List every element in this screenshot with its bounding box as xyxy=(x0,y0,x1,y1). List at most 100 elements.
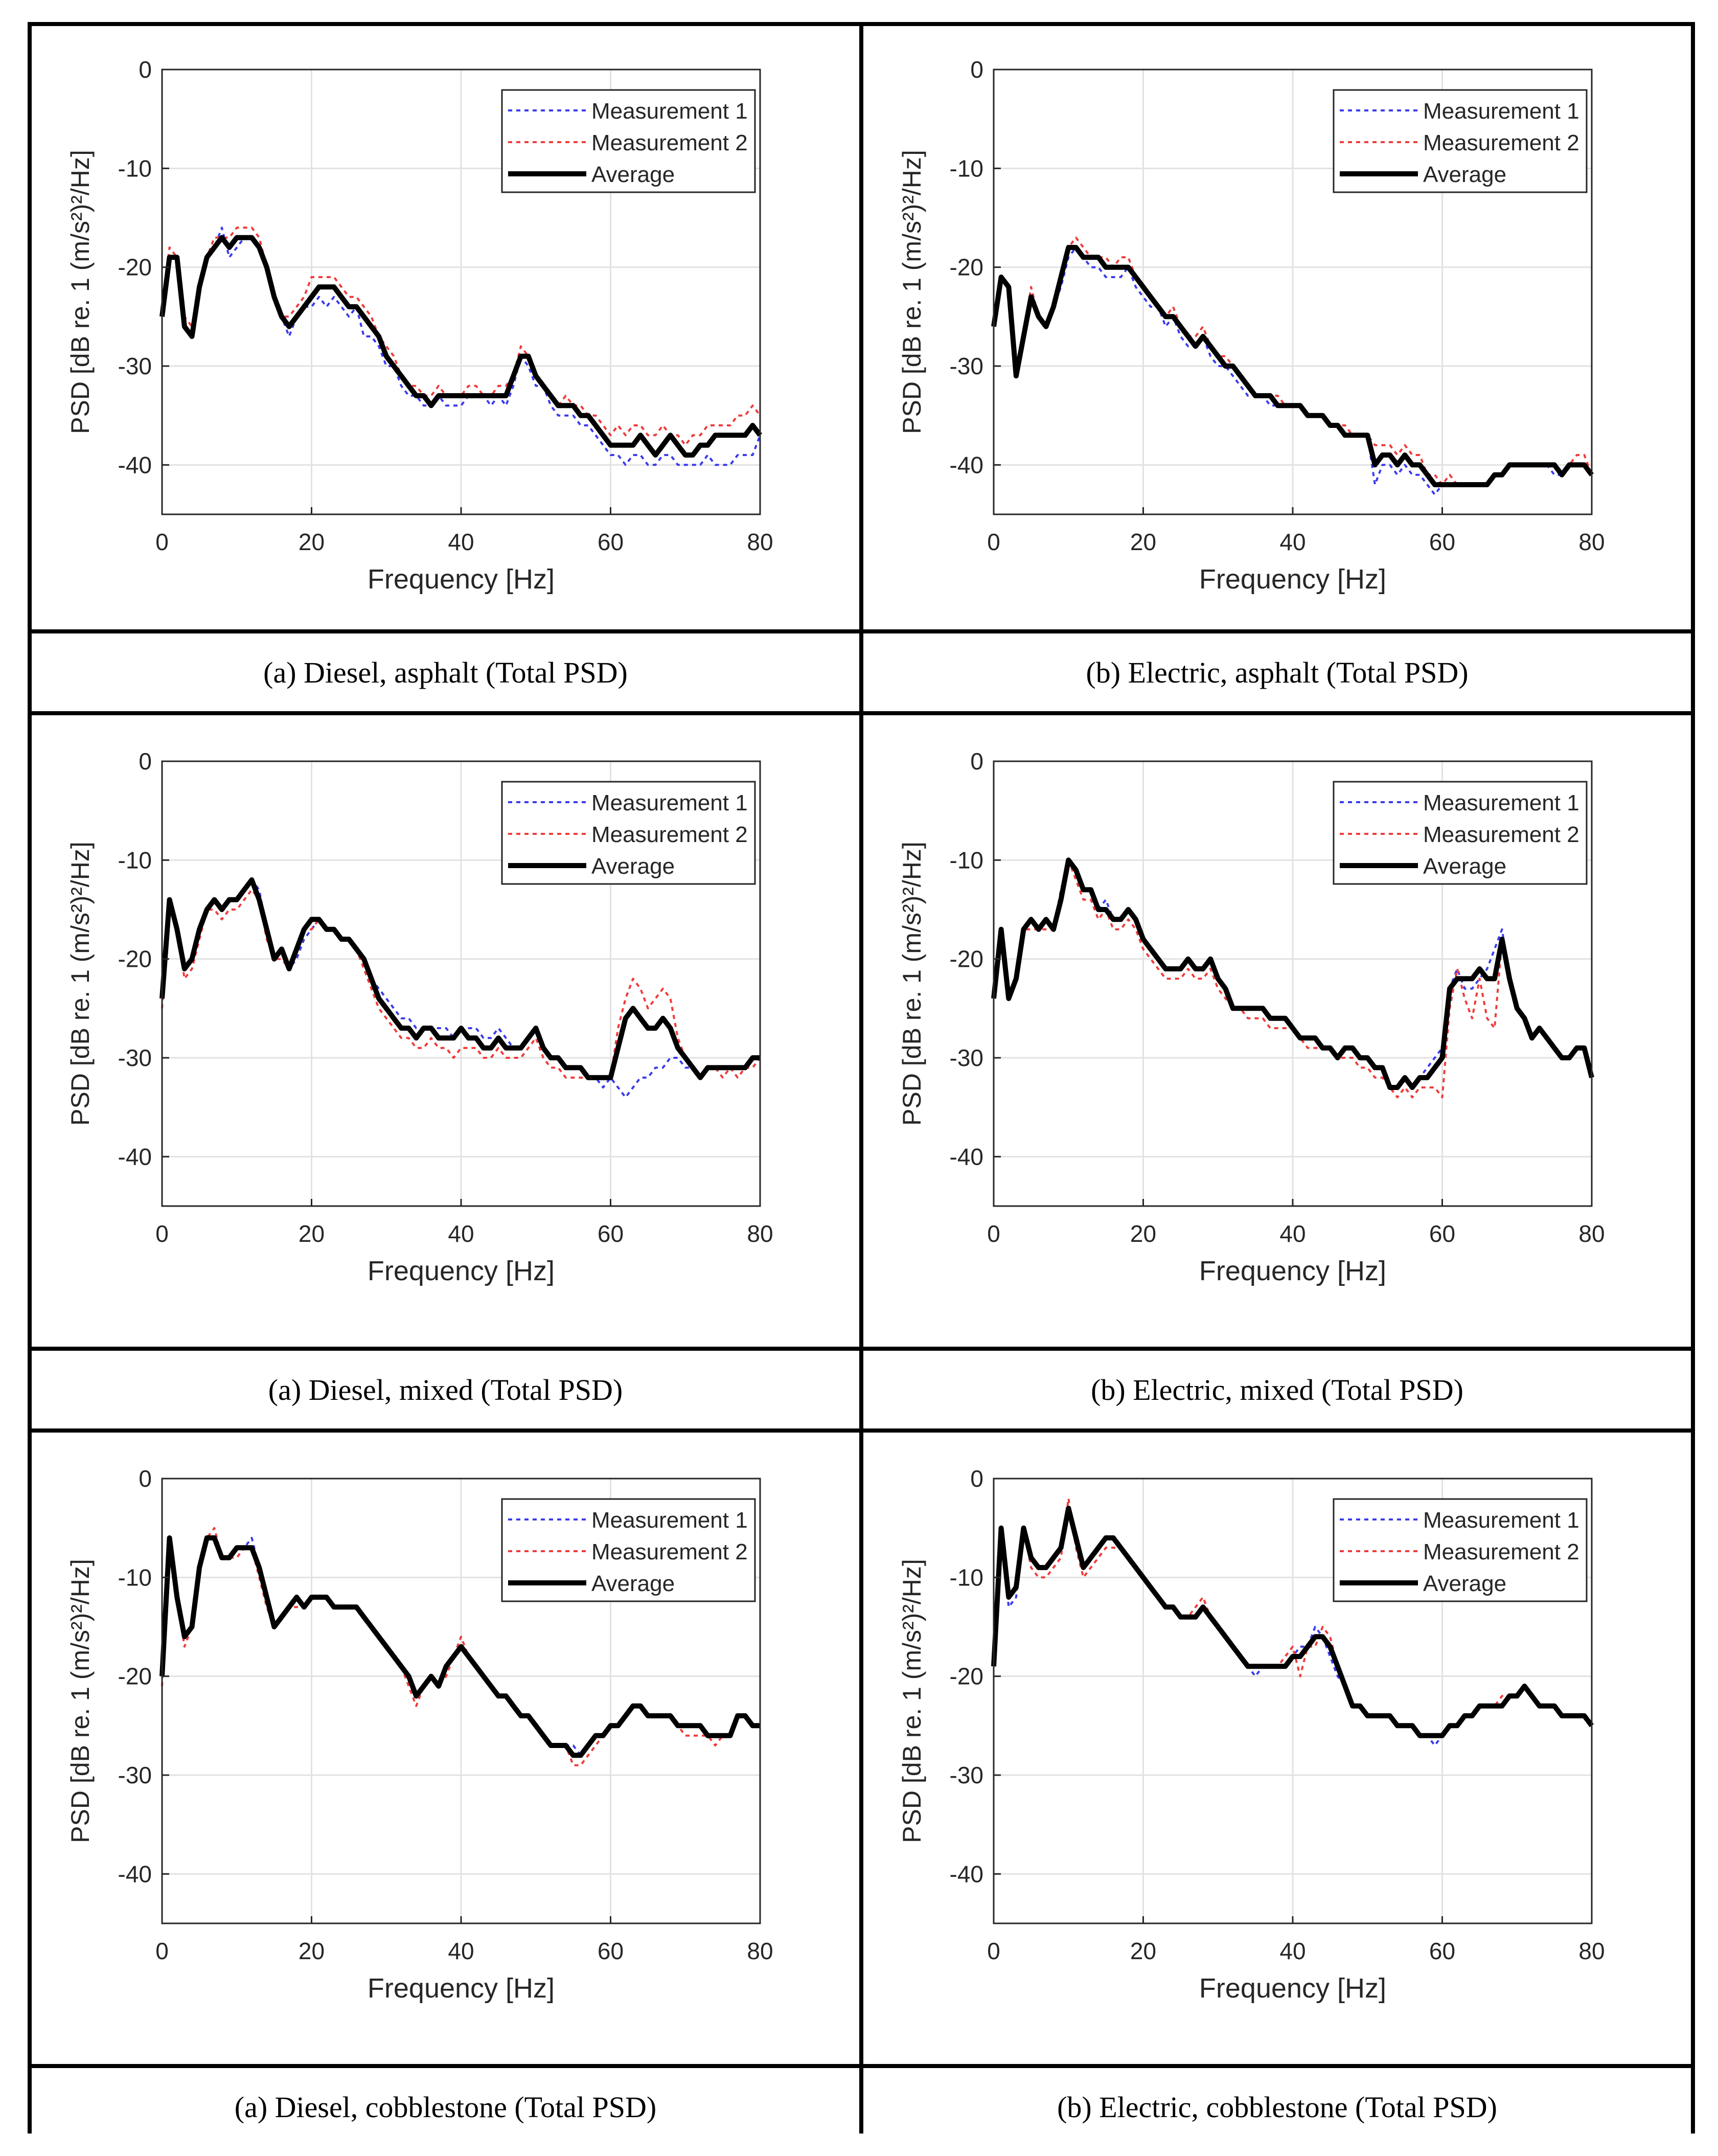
y-tick-label: -30 xyxy=(118,1762,152,1788)
series-line-average xyxy=(159,877,760,1080)
x-tick-label: 0 xyxy=(155,529,169,555)
y-axis-label: PSD [dB re. 1 (m/s²)²/Hz] xyxy=(66,842,95,1126)
caption-electric-mixed: (b) Electric, mixed (Total PSD) xyxy=(863,1351,1691,1428)
y-tick-label: -30 xyxy=(950,353,983,379)
legend-label-measurement-2: Measurement 2 xyxy=(591,130,748,155)
legend-label-measurement-1: Measurement 1 xyxy=(1423,790,1579,815)
y-tick-label: -40 xyxy=(118,1143,152,1170)
y-tick-label: -30 xyxy=(118,1045,152,1071)
series-line-average xyxy=(991,245,1594,487)
x-tick-label: 20 xyxy=(1130,529,1156,555)
y-tick-label: -40 xyxy=(118,1860,152,1887)
series-line-average xyxy=(159,1535,760,1758)
x-tick-label: 0 xyxy=(987,1220,1000,1247)
x-tick-label: 60 xyxy=(1429,1220,1455,1247)
x-tick-label: 40 xyxy=(1279,529,1305,555)
x-tick-label: 40 xyxy=(448,1220,474,1247)
x-tick-label: 80 xyxy=(1578,1220,1605,1247)
legend-label-measurement-1: Measurement 1 xyxy=(591,790,748,815)
legend: Measurement 1 Measurement 2 Average xyxy=(1333,1498,1588,1602)
y-tick-label: -20 xyxy=(950,946,983,972)
plot-cell-electric-cobblestone: 0 20 40 60 80 0 -10 -20 -30 -40 Frequency [Hz] PSD … xyxy=(863,1433,1691,2064)
y-tick-label: -20 xyxy=(118,1663,152,1690)
series-line-measurement-2 xyxy=(161,226,761,446)
x-tick-label: 80 xyxy=(747,1938,773,1964)
legend-label-measurement-2: Measurement 2 xyxy=(591,822,748,847)
legend: Measurement 1 Measurement 2 Average xyxy=(501,89,756,193)
y-tick-label: -20 xyxy=(950,254,983,281)
y-tick-label: -10 xyxy=(950,1564,983,1591)
legend-label-measurement-2: Measurement 2 xyxy=(1423,130,1579,155)
y-tick-label: -40 xyxy=(118,451,152,478)
x-tick-label: 40 xyxy=(1279,1938,1305,1964)
caption-diesel-cobblestone: (a) Diesel, cobblestone (Total PSD) xyxy=(32,2068,859,2146)
x-tick-label: 20 xyxy=(299,529,325,555)
series-line-average xyxy=(159,235,762,458)
legend-label-measurement-2: Measurement 2 xyxy=(591,1539,748,1564)
legend-label-average: Average xyxy=(1423,162,1506,187)
y-tick-label: -40 xyxy=(950,451,983,478)
x-axis-label: Frequency [Hz] xyxy=(1199,1973,1386,2004)
y-tick-label: 0 xyxy=(970,1465,983,1492)
figure-grid: 0 20 40 60 80 0 -10 -20 -30 -40 Frequency [Hz] PSD … xyxy=(28,22,1695,2146)
x-tick-label: 40 xyxy=(448,1938,474,1964)
y-tick-label: -30 xyxy=(950,1045,983,1071)
legend-label-average: Average xyxy=(591,162,675,187)
y-axis-label: PSD [dB re. 1 (m/s²)²/Hz] xyxy=(898,150,926,434)
legend-label-measurement-2: Measurement 2 xyxy=(1423,822,1579,847)
x-tick-label: 20 xyxy=(299,1938,325,1964)
caption-electric-cobblestone: (b) Electric, cobblestone (Total PSD) xyxy=(863,2068,1691,2146)
x-tick-label: 80 xyxy=(747,529,773,555)
legend-label-measurement-1: Measurement 1 xyxy=(591,99,748,124)
psd-chart: 0 20 40 60 80 0 -10 -20 -30 -40 Frequency [Hz] PSD … xyxy=(898,56,1605,595)
caption-diesel-asphalt: (a) Diesel, asphalt (Total PSD) xyxy=(32,633,859,711)
series-line-average xyxy=(991,1506,1594,1738)
x-tick-label: 0 xyxy=(155,1220,169,1247)
y-axis-label: PSD [dB re. 1 (m/s²)²/Hz] xyxy=(898,842,926,1126)
legend-label-average: Average xyxy=(591,854,675,879)
x-tick-label: 80 xyxy=(747,1220,773,1247)
caption-electric-asphalt: (b) Electric, asphalt (Total PSD) xyxy=(863,633,1691,711)
x-axis-label: Frequency [Hz] xyxy=(368,564,555,595)
x-tick-label: 60 xyxy=(1429,1938,1455,1964)
y-tick-label: 0 xyxy=(139,748,152,775)
legend: Measurement 1 Measurement 2 Average xyxy=(501,1498,756,1602)
caption-diesel-mixed: (a) Diesel, mixed (Total PSD) xyxy=(32,1351,859,1428)
y-tick-label: 0 xyxy=(970,56,983,83)
y-tick-label: -10 xyxy=(118,847,152,873)
x-tick-label: 40 xyxy=(1279,1220,1305,1247)
legend: Measurement 1 Measurement 2 Average xyxy=(501,781,756,885)
legend-label-average: Average xyxy=(591,1571,675,1596)
y-tick-label: 0 xyxy=(139,1465,152,1492)
y-tick-label: -30 xyxy=(950,1762,983,1788)
psd-chart: 0 20 40 60 80 0 -10 -20 -30 -40 Frequency [Hz] PSD … xyxy=(66,748,773,1286)
legend: Measurement 1 Measurement 2 Average xyxy=(1333,781,1588,885)
legend-label-measurement-1: Measurement 1 xyxy=(1423,1508,1579,1533)
y-tick-label: -20 xyxy=(118,254,152,281)
x-tick-label: 60 xyxy=(598,1938,624,1964)
legend-label-measurement-1: Measurement 1 xyxy=(1423,99,1579,124)
series-line-average xyxy=(991,857,1594,1090)
x-tick-label: 20 xyxy=(1130,1938,1156,1964)
plot-cell-electric-asphalt: 0 20 40 60 80 0 -10 -20 -30 -40 Frequency [Hz] PSD … xyxy=(863,26,1691,629)
psd-chart: 0 20 40 60 80 0 -10 -20 -30 -40 Frequency [Hz] PSD … xyxy=(66,56,773,595)
legend-label-measurement-1: Measurement 1 xyxy=(591,1508,748,1533)
legend-label-measurement-2: Measurement 2 xyxy=(1423,1539,1579,1564)
y-tick-label: -10 xyxy=(950,155,983,181)
x-axis-label: Frequency [Hz] xyxy=(1199,1256,1386,1286)
psd-chart: 0 20 40 60 80 0 -10 -20 -30 -40 Frequency [Hz] PSD … xyxy=(898,748,1605,1286)
y-axis-label: PSD [dB re. 1 (m/s²)²/Hz] xyxy=(66,150,95,434)
y-tick-label: -30 xyxy=(118,353,152,379)
y-tick-label: -40 xyxy=(950,1860,983,1887)
series-line-measurement-2 xyxy=(993,1497,1593,1737)
y-tick-label: -40 xyxy=(950,1143,983,1170)
psd-chart: 0 20 40 60 80 0 -10 -20 -30 -40 Frequency [Hz] PSD … xyxy=(898,1465,1605,2004)
y-tick-label: -10 xyxy=(118,1564,152,1591)
x-tick-label: 0 xyxy=(987,529,1000,555)
plot-cell-diesel-cobblestone: 0 20 40 60 80 0 -10 -20 -30 -40 Frequency [Hz] PSD … xyxy=(32,1433,859,2064)
y-tick-label: -20 xyxy=(950,1663,983,1690)
legend-label-average: Average xyxy=(1423,854,1506,879)
x-axis-label: Frequency [Hz] xyxy=(1199,564,1386,595)
x-tick-label: 20 xyxy=(299,1220,325,1247)
x-tick-label: 60 xyxy=(1429,529,1455,555)
